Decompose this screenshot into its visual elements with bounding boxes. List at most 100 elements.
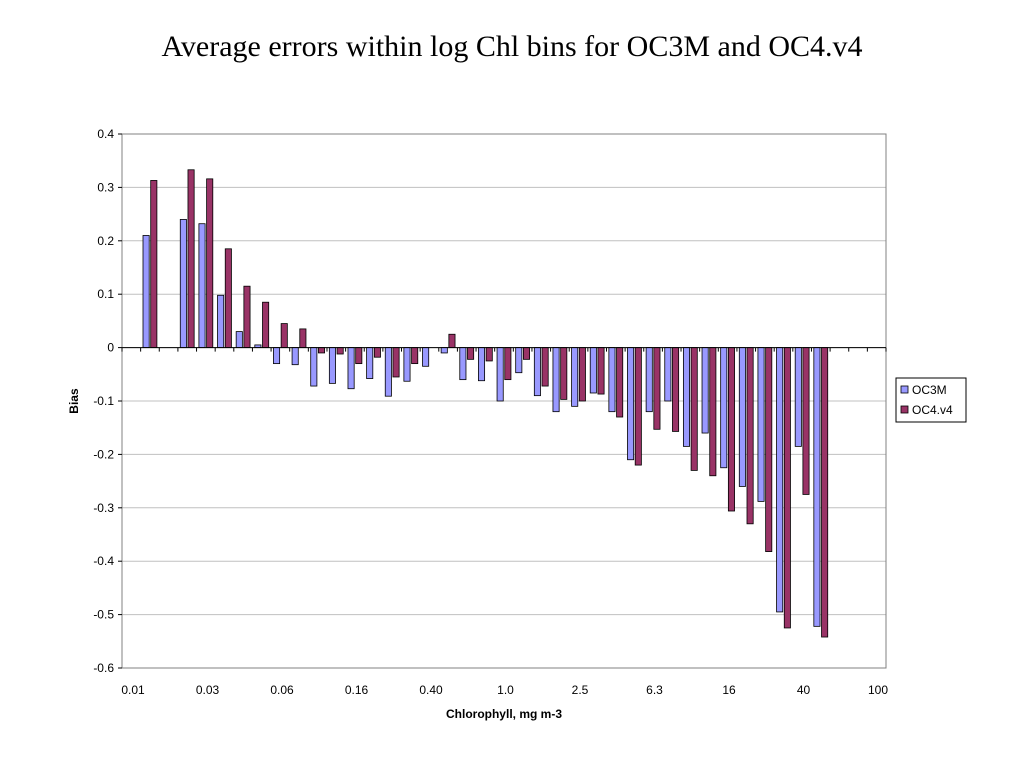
x-tick-label: 0.01 bbox=[121, 683, 145, 697]
bar-oc4v4 bbox=[783, 347, 791, 629]
bar-oc3m bbox=[478, 347, 486, 382]
bar-oc4v4 bbox=[709, 347, 717, 477]
bar-oc4v4 bbox=[373, 347, 381, 358]
bar-oc3m bbox=[217, 294, 225, 349]
bar-oc3m bbox=[347, 347, 355, 390]
bar-oc3m bbox=[179, 219, 187, 349]
legend-label-oc3m: OC3M bbox=[912, 383, 947, 397]
bar-oc3m bbox=[720, 347, 728, 469]
bar-oc4v4 bbox=[541, 347, 549, 387]
y-tick-label: -0.4 bbox=[93, 554, 114, 568]
bar-oc3m bbox=[813, 347, 821, 627]
bar-oc3m bbox=[384, 347, 392, 397]
bar-oc3m bbox=[589, 347, 597, 394]
x-tick-label: 2.5 bbox=[572, 683, 589, 697]
bar-oc3m bbox=[273, 347, 281, 365]
bar-oc3m bbox=[291, 347, 299, 366]
bar-oc4v4 bbox=[448, 333, 456, 349]
x-tick-label: 6.3 bbox=[646, 683, 663, 697]
bar-oc4v4 bbox=[690, 347, 698, 471]
bar-oc3m bbox=[682, 347, 690, 447]
bar-oc4v4 bbox=[206, 178, 214, 349]
bar-oc3m bbox=[142, 235, 150, 349]
legend-box bbox=[895, 377, 967, 423]
x-tick-label: 0.06 bbox=[270, 683, 294, 697]
bar-oc4v4 bbox=[467, 347, 475, 360]
bar-oc3m bbox=[198, 223, 206, 349]
bar-oc4v4 bbox=[392, 347, 400, 378]
bar-oc4v4 bbox=[765, 347, 773, 552]
legend-swatch-oc3m bbox=[900, 385, 909, 394]
bar-oc4v4 bbox=[653, 347, 661, 430]
y-tick-label: -0.5 bbox=[93, 608, 114, 622]
y-tick-label: -0.1 bbox=[93, 394, 114, 408]
bar-oc4v4 bbox=[634, 347, 642, 466]
y-axis-title: Bias bbox=[67, 388, 81, 414]
bar-oc4v4 bbox=[262, 301, 270, 348]
bar-oc4v4 bbox=[280, 323, 288, 349]
bar-oc4v4 bbox=[504, 347, 512, 381]
bar-oc3m bbox=[366, 347, 374, 379]
bar-oc4v4 bbox=[336, 347, 344, 355]
bar-oc4v4 bbox=[187, 169, 195, 349]
bar-oc3m bbox=[627, 347, 635, 461]
legend-swatch-oc4v4 bbox=[900, 405, 909, 414]
bar-oc4v4 bbox=[318, 347, 326, 354]
bar-oc4v4 bbox=[727, 347, 735, 512]
bar-oc4v4 bbox=[243, 285, 251, 349]
bar-oc3m bbox=[496, 347, 504, 402]
y-tick-label: 0.1 bbox=[97, 287, 114, 301]
bar-oc3m bbox=[235, 331, 243, 348]
bar-oc4v4 bbox=[299, 328, 307, 349]
y-tick-label: 0.4 bbox=[97, 127, 114, 141]
bar-oc4v4 bbox=[485, 347, 493, 362]
bar-oc3m bbox=[552, 347, 560, 413]
bar-oc3m bbox=[403, 347, 411, 382]
y-tick-label: -0.3 bbox=[93, 501, 114, 515]
bar-oc3m bbox=[459, 347, 467, 381]
bar-oc4v4 bbox=[597, 347, 605, 395]
bar-oc4v4 bbox=[411, 347, 419, 365]
x-tick-label: 40 bbox=[797, 683, 811, 697]
x-tick-label: 16 bbox=[722, 683, 736, 697]
legend: OC3M OC4.v4 bbox=[895, 377, 967, 423]
x-tick-label: 0.03 bbox=[196, 683, 220, 697]
bar-oc4v4 bbox=[578, 347, 586, 402]
bar-oc4v4 bbox=[355, 347, 363, 365]
bar-oc3m bbox=[645, 347, 653, 413]
chart-title: Average errors within log Chl bins for O… bbox=[161, 30, 863, 63]
bar-oc3m bbox=[515, 347, 523, 374]
bar-oc4v4 bbox=[150, 180, 158, 348]
bar-oc3m bbox=[701, 347, 709, 434]
bar-oc4v4 bbox=[224, 248, 232, 348]
x-tick-label: 1.0 bbox=[497, 683, 514, 697]
bar-oc3m bbox=[533, 347, 541, 397]
y-tick-label: 0.3 bbox=[97, 180, 114, 194]
x-tick-label: 0.16 bbox=[345, 683, 369, 697]
bar-oc4v4 bbox=[746, 347, 754, 525]
bar-oc3m bbox=[328, 347, 336, 384]
x-tick-marks bbox=[121, 347, 887, 352]
x-axis-title: Chlorophyll, mg m-3 bbox=[446, 707, 562, 721]
bar-oc4v4 bbox=[560, 347, 568, 400]
y-tick-label: 0.2 bbox=[97, 234, 114, 248]
bar-oc3m bbox=[776, 347, 784, 613]
bar-oc3m bbox=[794, 347, 802, 447]
bar-oc4v4 bbox=[672, 347, 680, 432]
x-tick-label: 0.40 bbox=[419, 683, 443, 697]
bar-oc4v4 bbox=[821, 347, 829, 638]
bar-oc3m bbox=[310, 347, 318, 387]
y-tick-label: 0 bbox=[107, 341, 114, 355]
bar-oc3m bbox=[738, 347, 746, 487]
bar-oc4v4 bbox=[616, 347, 624, 418]
bar-oc3m bbox=[440, 347, 448, 354]
bar-oc3m bbox=[571, 347, 579, 407]
bar-oc3m bbox=[664, 347, 672, 402]
bars bbox=[142, 169, 829, 638]
y-tick-label: -0.2 bbox=[93, 447, 114, 461]
legend-label-oc4v4: OC4.v4 bbox=[912, 403, 953, 417]
bar-oc3m bbox=[422, 347, 430, 367]
bar-oc3m bbox=[608, 347, 616, 413]
x-tick-labels: 0.01 0.03 0.06 0.16 0.40 1.0 2.5 6.3 16 40 100 bbox=[121, 683, 888, 697]
